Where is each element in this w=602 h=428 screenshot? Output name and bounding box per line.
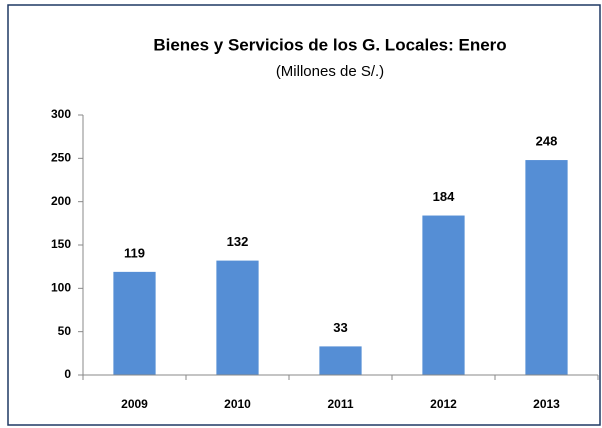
chart-border	[7, 4, 601, 426]
data-label: 248	[536, 134, 558, 149]
data-label: 184	[433, 189, 455, 204]
y-tick-label: 300	[51, 107, 71, 121]
y-tick-label: 100	[51, 281, 71, 295]
y-tick-label: 50	[58, 324, 72, 338]
x-tick-label: 2010	[224, 397, 251, 411]
data-label: 119	[124, 245, 145, 260]
x-tick-label: 2009	[121, 397, 148, 411]
chart-subtitle: (Millones de S/.)	[276, 63, 384, 80]
x-tick-label: 2012	[430, 397, 457, 411]
data-label: 132	[227, 234, 249, 249]
y-tick-label: 0	[64, 367, 71, 381]
y-tick-label: 200	[51, 194, 71, 208]
chart-title: Bienes y Servicios de los G. Locales: En…	[153, 35, 506, 54]
bar	[319, 346, 362, 375]
bar	[113, 271, 156, 375]
x-tick-label: 2013	[533, 397, 560, 411]
y-tick-label: 150	[51, 237, 71, 251]
x-tick-label: 2011	[327, 397, 353, 411]
bar	[216, 260, 259, 375]
data-label: 33	[333, 320, 347, 335]
bar	[525, 160, 568, 375]
bar	[422, 215, 465, 375]
y-tick-label: 250	[51, 151, 71, 165]
